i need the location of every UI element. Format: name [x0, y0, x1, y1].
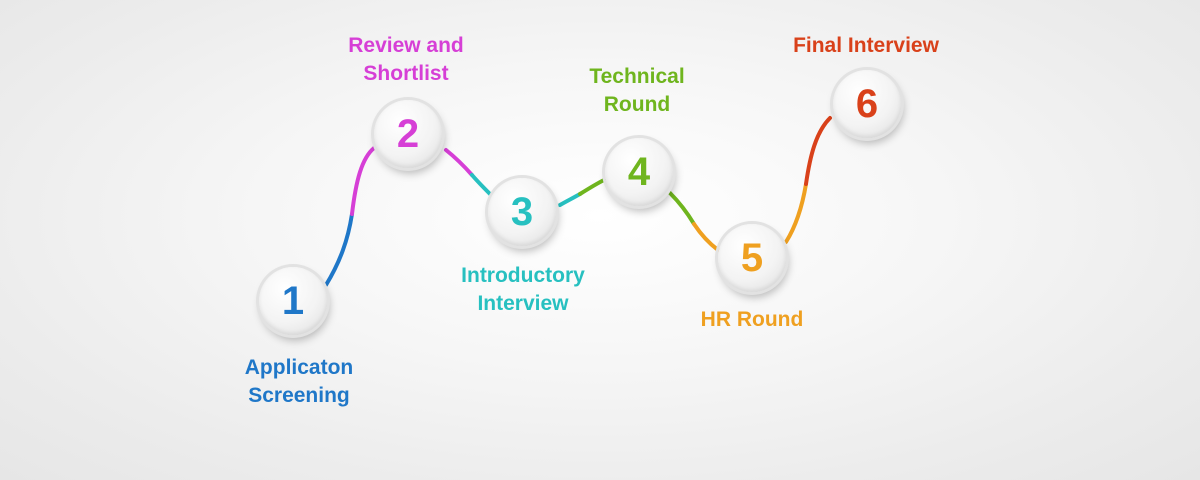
step-2-circle: 2	[374, 100, 442, 168]
step-3-label: Introductory Interview	[413, 262, 633, 318]
step-2-label: Review and Shortlist	[296, 32, 516, 88]
step-1-circle: 1	[259, 267, 327, 335]
connector-5-6-lower	[784, 182, 808, 244]
step-2-label-line-2: Shortlist	[363, 62, 449, 85]
step-6-label-line-1: Final Interview	[793, 34, 939, 57]
connector-4-5-upper	[668, 191, 696, 226]
connector-2-3-lower	[470, 173, 492, 196]
step-2-number: 2	[396, 112, 420, 156]
connector-2-3-upper	[444, 148, 474, 177]
step-1-label-line-2: Screening	[248, 384, 350, 407]
step-1-label: Applicaton Screening	[189, 354, 409, 410]
step-5-number: 5	[740, 236, 764, 280]
step-3-label-line-2: Interview	[477, 292, 569, 315]
step-3-circle: 3	[488, 178, 556, 246]
step-1-number: 1	[281, 279, 305, 323]
step-6-circle: 6	[833, 70, 901, 138]
step-4-number: 4	[627, 150, 651, 194]
step-2-label-line-1: Review and	[348, 34, 464, 57]
step-4-label: Technical Round	[527, 63, 747, 119]
step-6-label: Final Interview	[756, 32, 976, 60]
step-5-label-line-1: HR Round	[700, 308, 804, 331]
step-1-label-line-1: Applicaton	[244, 356, 354, 379]
connector-1-2-lower	[324, 212, 354, 287]
connector-3-4-right	[578, 178, 606, 196]
step-3-number: 3	[510, 190, 534, 234]
step-6-number: 6	[855, 82, 879, 126]
connector-4-5-lower	[692, 222, 720, 252]
step-3-label-line-1: Introductory	[461, 264, 585, 287]
connector-1-2-upper	[350, 146, 376, 216]
step-5-label: HR Round	[642, 306, 862, 334]
step-4-circle: 4	[605, 138, 673, 206]
connector-5-6-upper	[804, 116, 832, 186]
step-5-circle: 5	[718, 224, 786, 292]
step-4-label-line-1: Technical	[589, 65, 685, 88]
connector-3-4-left	[558, 192, 582, 207]
step-4-label-line-2: Round	[603, 93, 671, 116]
